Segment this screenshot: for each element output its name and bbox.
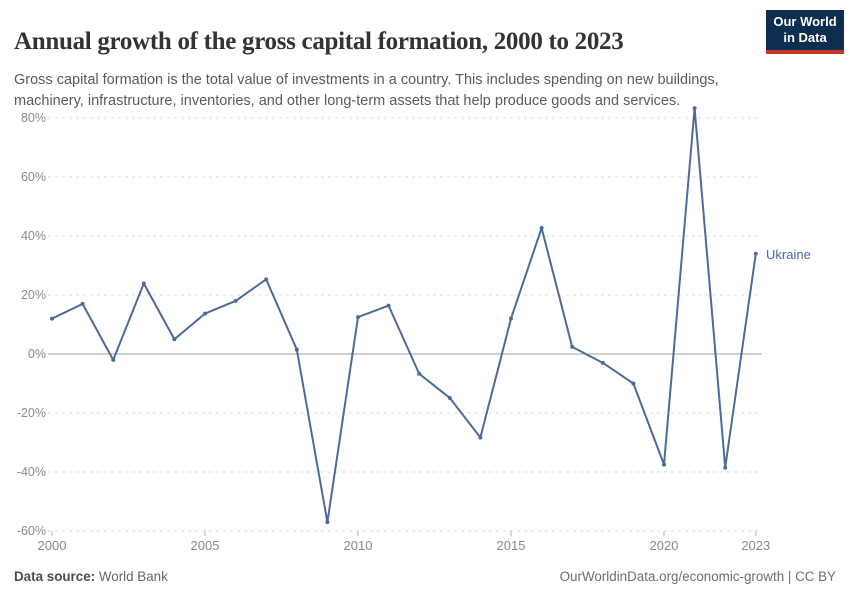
y-axis-tick-label: -40% (16, 465, 46, 479)
x-axis-tick-label: 2023 (741, 538, 771, 553)
data-point-2005[interactable] (203, 311, 207, 316)
data-point-2021[interactable] (692, 106, 697, 111)
data-source-value: World Bank (98, 569, 168, 584)
x-axis-tick-label: 2010 (343, 538, 373, 553)
page-title: Annual growth of the gross capital forma… (14, 27, 624, 55)
data-point-2016[interactable] (539, 226, 544, 231)
x-axis-tick-label: 2020 (649, 538, 679, 553)
data-source: Data source: World Bank (14, 569, 168, 584)
owid-logo-line2: in Data (783, 30, 827, 45)
owid-logo: Our World in Data (766, 10, 844, 54)
data-point-2010[interactable] (356, 315, 360, 320)
series-label-ukraine[interactable]: Ukraine (766, 247, 811, 262)
x-axis-tick-label: 2015 (496, 538, 526, 553)
data-point-2017[interactable] (570, 344, 575, 349)
data-point-2015[interactable] (509, 316, 513, 321)
data-point-2003[interactable] (141, 281, 146, 286)
owid-logo-line1: Our World (773, 14, 837, 29)
data-point-2012[interactable] (417, 371, 422, 376)
credit-link[interactable]: OurWorldinData.org/economic-growth | CC … (559, 569, 836, 584)
data-point-2023[interactable] (753, 251, 758, 256)
data-point-2008[interactable] (294, 347, 299, 352)
data-point-2006[interactable] (233, 298, 238, 303)
data-point-2018[interactable] (600, 360, 605, 365)
y-axis-tick-label: 80% (20, 111, 46, 125)
y-axis-tick-label: 60% (20, 170, 46, 184)
data-point-2020[interactable] (662, 462, 666, 467)
data-point-2013[interactable] (447, 395, 452, 400)
data-point-2011[interactable] (386, 303, 391, 308)
y-axis-tick-label: -60% (16, 524, 46, 538)
data-point-2004[interactable] (172, 337, 177, 342)
chart-subtitle: Gross capital formation is the total val… (14, 71, 719, 109)
data-point-2019[interactable] (631, 381, 636, 386)
x-axis-tick-label: 2005 (190, 538, 220, 553)
y-axis-tick-label: 0% (27, 347, 46, 361)
data-point-2009[interactable] (325, 520, 330, 525)
data-source-label: Data source: (14, 569, 96, 584)
y-axis-tick-label: 20% (20, 288, 46, 302)
data-point-2002[interactable] (111, 357, 116, 362)
x-axis-tick-label: 2000 (37, 538, 67, 553)
series-line-ukraine (51, 107, 757, 524)
data-point-2001[interactable] (80, 301, 85, 306)
data-point-2007[interactable] (264, 277, 269, 282)
y-axis-tick-label: -20% (16, 406, 46, 420)
y-axis-tick-label: 40% (20, 229, 46, 243)
data-point-2000[interactable] (50, 316, 54, 321)
data-point-2014[interactable] (478, 435, 483, 440)
data-point-2022[interactable] (723, 465, 728, 470)
